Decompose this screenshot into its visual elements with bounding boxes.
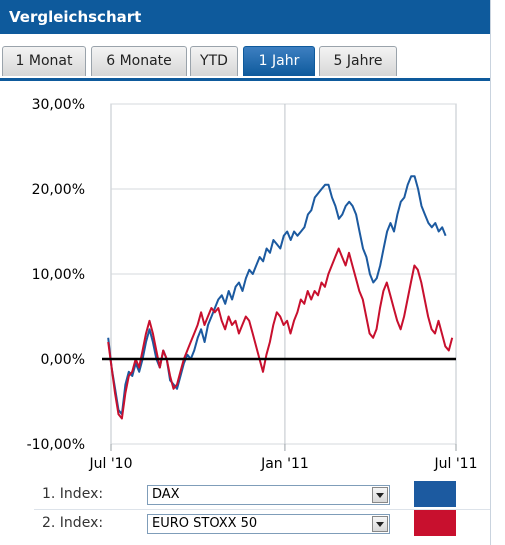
index-1-value: DAX (152, 487, 180, 502)
comparison-chart: 30,00% 20,00% 10,00% 0,00% -10,00% Jul '10 Ja… (27, 97, 478, 472)
index-1-color-swatch (414, 481, 456, 507)
index-1-select[interactable]: DAX (147, 485, 390, 505)
chevron-down-icon[interactable] (372, 516, 388, 532)
chart-lines (102, 175, 456, 420)
period-tabs: 1 Monat 6 Monate YTD 1 Jahr 5 Jahre (0, 44, 490, 81)
index-1-row: 1. Index: DAX (34, 481, 490, 509)
chart-header: Vergleichschart (0, 0, 490, 34)
y-tick-label: 30,00% (32, 97, 85, 113)
tab-1-jahr[interactable]: 1 Jahr (243, 46, 315, 76)
series-line-euro-stoxx-50 (107, 247, 454, 420)
index-1-label: 1. Index: (42, 486, 104, 502)
x-tick-label: Jul '11 (433, 456, 477, 472)
index-2-row: 2. Index: EURO STOXX 50 (34, 510, 490, 538)
panel-border (490, 0, 491, 545)
index-2-select[interactable]: EURO STOXX 50 (147, 514, 390, 534)
row-divider (34, 509, 490, 510)
x-axis-ticks: Jul '10 Jan '11 Jul '11 (88, 444, 478, 472)
series-line-dax (107, 175, 447, 416)
chart-grid (110, 103, 457, 445)
index-2-value: EURO STOXX 50 (152, 516, 258, 531)
y-tick-label: 20,00% (32, 182, 85, 198)
chevron-down-icon[interactable] (372, 487, 388, 503)
y-tick-label: -10,00% (27, 437, 85, 453)
tab-1-monat[interactable]: 1 Monat (2, 46, 86, 76)
tab-5-jahre[interactable]: 5 Jahre (319, 46, 397, 76)
x-tick-label: Jul '10 (88, 456, 132, 472)
index-2-color-swatch (414, 510, 456, 536)
y-tick-label: 0,00% (41, 352, 85, 368)
y-tick-label: 10,00% (32, 267, 85, 283)
y-axis-ticks: 30,00% 20,00% 10,00% 0,00% -10,00% (27, 97, 85, 453)
header-title: Vergleichschart (9, 8, 142, 26)
x-tick-label: Jan '11 (260, 456, 309, 472)
tab-ytd[interactable]: YTD (190, 46, 238, 76)
tab-6-monate[interactable]: 6 Monate (91, 46, 187, 76)
index-2-label: 2. Index: (42, 515, 104, 531)
